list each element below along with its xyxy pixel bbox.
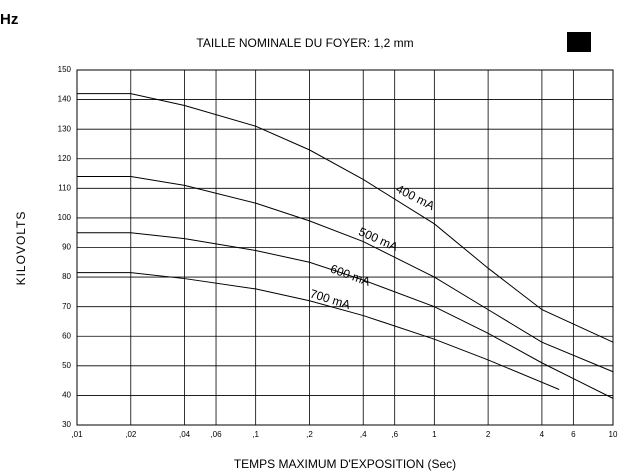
y-tick-label: 110	[58, 183, 71, 192]
x-tick-label: ,06	[210, 430, 222, 439]
corner-text: Hz	[0, 11, 18, 28]
y-tick-label: 150	[58, 65, 72, 74]
x-tick-label: ,2	[306, 430, 313, 439]
x-tick-label: ,1	[252, 430, 259, 439]
y-tick-label: 100	[58, 213, 72, 222]
y-tick-label: 30	[62, 420, 71, 429]
x-tick-label: ,02	[125, 430, 137, 439]
series-line	[77, 272, 560, 390]
y-tick-label: 60	[62, 331, 71, 340]
x-tick-label: 6	[571, 430, 576, 439]
y-tick-label: 130	[58, 124, 72, 133]
plot-frame	[76, 69, 614, 426]
x-axis-label: TEMPS MAXIMUM D'EXPOSITION (Sec)	[234, 457, 456, 471]
x-tick-label: 4	[540, 430, 545, 439]
y-tick-label: 70	[62, 302, 71, 311]
series-label: 700 mA	[308, 286, 352, 311]
series-label: 600 mA	[328, 262, 372, 289]
y-axis-label: KILOVOLTS	[14, 211, 28, 286]
x-tick-label: ,01	[71, 430, 83, 439]
y-tick-label: 50	[62, 361, 71, 370]
x-tick-label: ,6	[391, 430, 398, 439]
y-tick-label: 90	[62, 243, 71, 252]
chart-title: TAILLE NOMINALE DU FOYER: 1,2 mm	[196, 36, 413, 50]
black-square	[567, 32, 591, 52]
y-tick-label: 140	[58, 95, 72, 104]
x-tick-label: ,4	[360, 430, 367, 439]
x-tick-label: 1	[432, 430, 437, 439]
series-line	[77, 176, 614, 373]
y-tick-label: 120	[58, 154, 72, 163]
y-tick-label: 80	[62, 272, 71, 281]
x-tick-label: 2	[486, 430, 491, 439]
x-tick-label: ,04	[179, 430, 191, 439]
series-label: 400 mA	[394, 182, 437, 213]
series-line	[77, 93, 614, 343]
series-line	[77, 232, 614, 399]
y-tick-label: 40	[62, 391, 71, 400]
x-tick-label: 10	[609, 430, 618, 439]
